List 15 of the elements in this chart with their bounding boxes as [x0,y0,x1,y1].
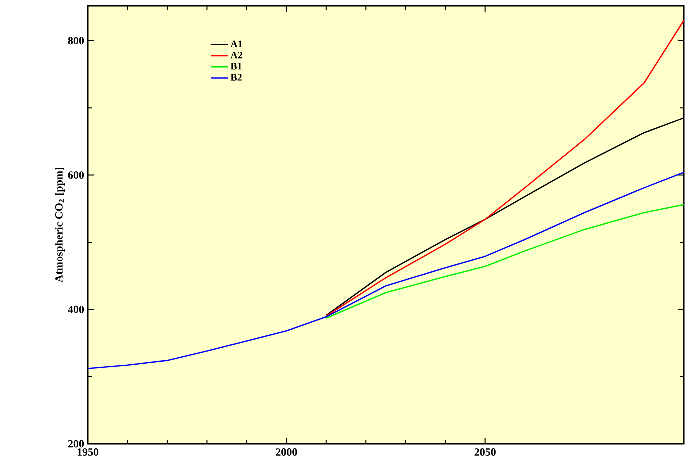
x-tick-label: 2050 [474,448,496,456]
legend-label: B2 [230,74,242,81]
legend-label: A2 [230,52,242,59]
legend-label: B1 [230,63,242,70]
y-tick-label: 600 [68,172,84,179]
y-tick-label: 200 [68,440,84,448]
y-tick-label: 400 [68,306,84,314]
y-tick-label: 800 [68,37,84,45]
x-tick-label: 2000 [276,448,298,456]
legend-label: A1 [230,40,242,48]
x-tick-label: 1950 [78,448,99,456]
y-axis-title: Atmospheric CO$_{2}$ [ppm] [55,168,66,283]
line-series [326,20,684,318]
line-series [326,204,684,320]
line-series [88,172,684,370]
